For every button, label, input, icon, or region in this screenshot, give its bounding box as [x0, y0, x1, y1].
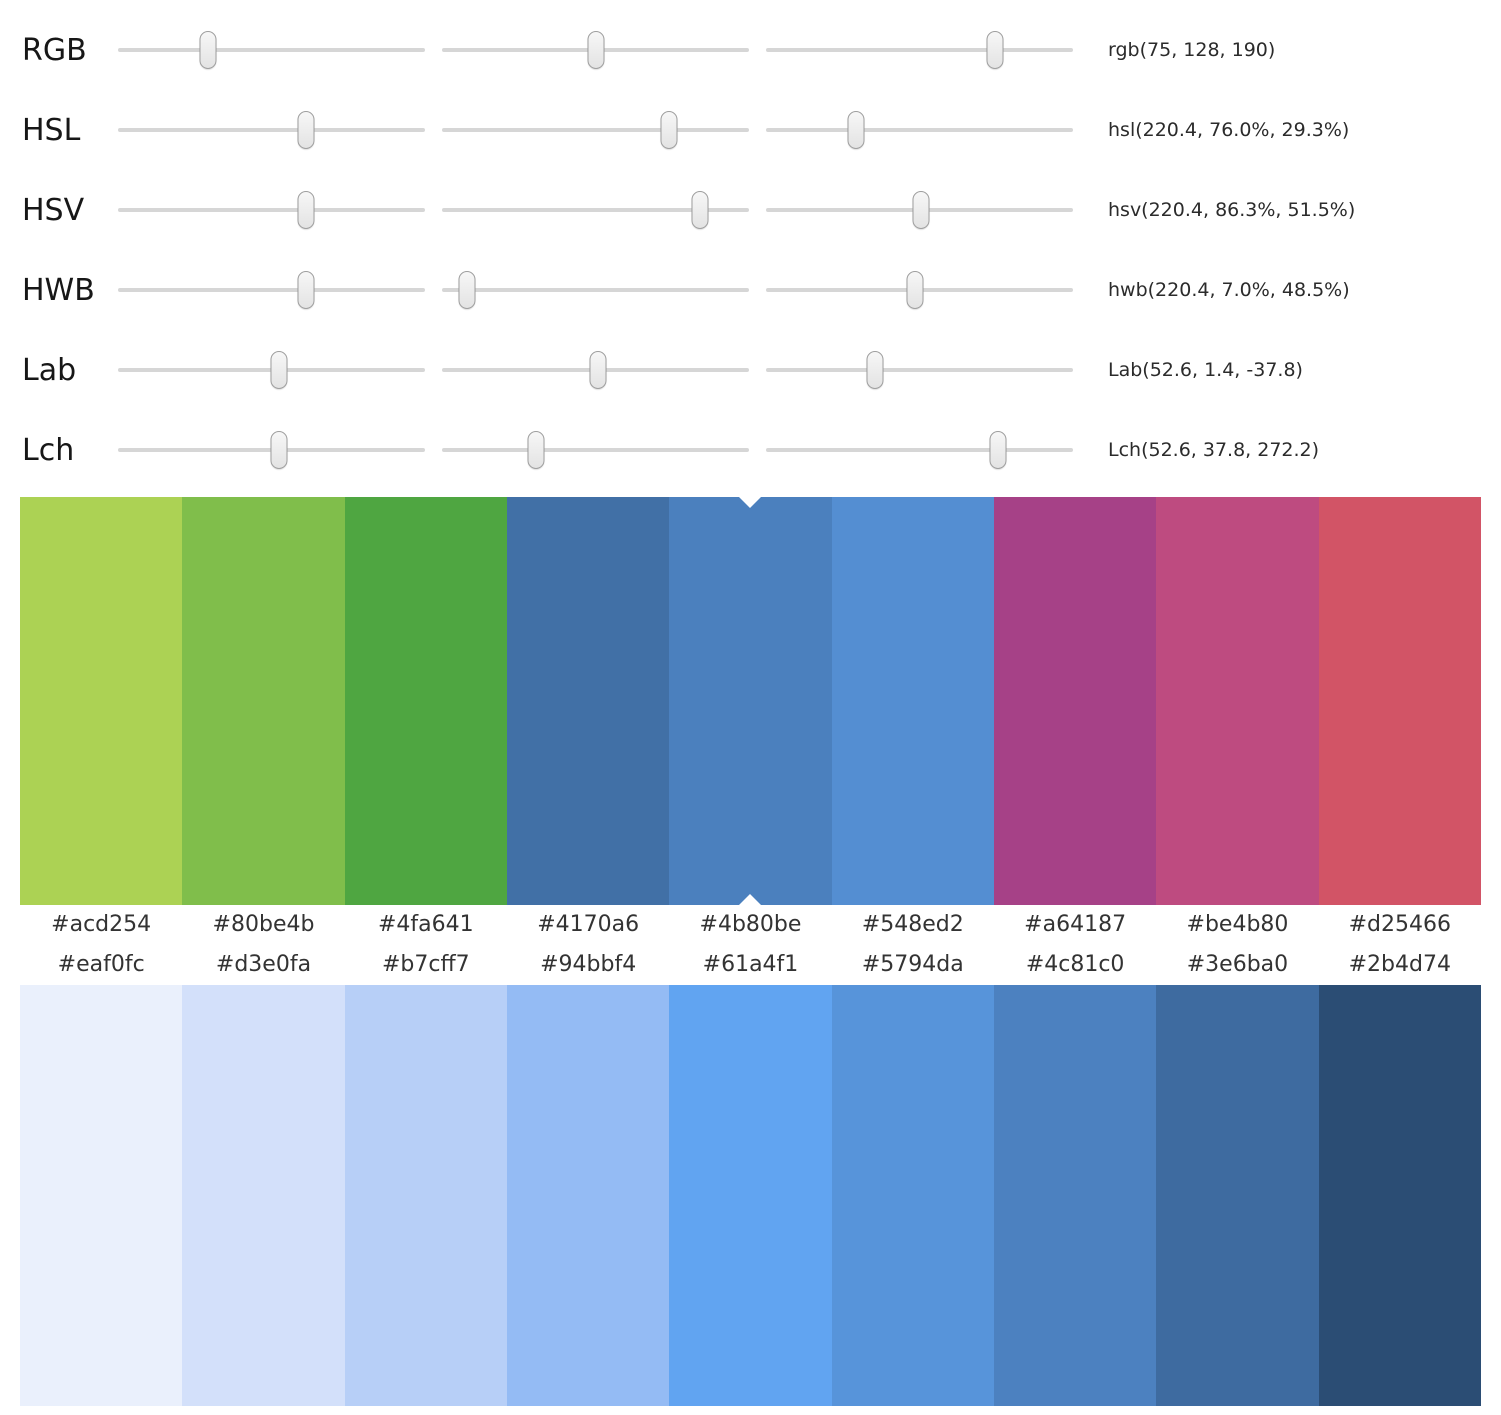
- hue-hex-label-4: #4170a6: [537, 912, 640, 937]
- colorspace-label-hsv: HSV: [22, 192, 85, 228]
- slider-row-lch: Lch Lch(52.6, 37.8, 272.2): [0, 410, 1501, 490]
- hue-swatch-1[interactable]: [20, 497, 183, 905]
- rgb-value-text: rgb(75, 128, 190): [1108, 39, 1276, 61]
- hsl-slider-track-1[interactable]: [118, 111, 425, 149]
- hwb-slider-thumb-2[interactable]: [458, 271, 476, 309]
- lch-value-text: Lch(52.6, 37.8, 272.2): [1108, 439, 1320, 461]
- colorspace-label-lab: Lab: [22, 352, 77, 388]
- hsl-slider-thumb-1[interactable]: [297, 111, 315, 149]
- lightness-palette: [20, 985, 1481, 1406]
- hsv-slider-track-3[interactable]: [766, 191, 1073, 229]
- light-hex-label-7: #4c81c0: [1025, 952, 1125, 977]
- hue-hex-label-6: #548ed2: [861, 912, 964, 937]
- slider-row-rgb: RGB rgb(75, 128, 190): [0, 10, 1501, 90]
- hue-swatch-7[interactable]: [993, 497, 1157, 905]
- lch-slider-track-2[interactable]: [442, 431, 749, 469]
- lch-slider-thumb-1[interactable]: [270, 431, 288, 469]
- lightness-swatch-7[interactable]: [993, 985, 1157, 1406]
- lightness-swatch-5[interactable]: [669, 985, 832, 1406]
- hsv-slider-thumb-1[interactable]: [297, 191, 315, 229]
- hue-swatch-6[interactable]: [831, 497, 994, 905]
- hsv-slider-thumb-3[interactable]: [912, 191, 930, 229]
- hsl-slider-track-2[interactable]: [442, 111, 749, 149]
- rgb-slider-thumb-2[interactable]: [587, 31, 605, 69]
- hsv-value-text: hsv(220.4, 86.3%, 51.5%): [1108, 199, 1356, 221]
- slider-row-hwb: HWB hwb(220.4, 7.0%, 48.5%): [0, 250, 1501, 330]
- rgb-slider-thumb-1[interactable]: [199, 31, 217, 69]
- hue-hex-label-1: #acd254: [51, 912, 152, 937]
- hue-hex-label-8: #be4b80: [1186, 912, 1289, 937]
- rgb-slider-thumb-3[interactable]: [986, 31, 1004, 69]
- hue-palette: [20, 497, 1481, 905]
- hue-hex-label-9: #d25466: [1348, 912, 1451, 937]
- hue-hex-label-3: #4fa641: [377, 912, 474, 937]
- light-hex-label-1: #eaf0fc: [57, 952, 145, 977]
- slider-row-hsl: HSL hsl(220.4, 76.0%, 29.3%): [0, 90, 1501, 170]
- colorspace-sliders: RGB rgb(75, 128, 190) HSL hsl(220.4, 76.…: [0, 0, 1501, 490]
- slider-row-lab: Lab Lab(52.6, 1.4, -37.8): [0, 330, 1501, 410]
- slider-row-hsv: HSV hsv(220.4, 86.3%, 51.5%): [0, 170, 1501, 250]
- hue-hex-label-2: #80be4b: [212, 912, 315, 937]
- hwb-slider-track-2[interactable]: [442, 271, 749, 309]
- light-hex-label-5: #61a4f1: [702, 952, 799, 977]
- hue-hex-label-5: #4b80be: [699, 912, 802, 937]
- hue-swatch-4[interactable]: [506, 497, 670, 905]
- lch-slider-track-3[interactable]: [766, 431, 1073, 469]
- rgb-slider-track-1[interactable]: [118, 31, 425, 69]
- hsl-value-text: hsl(220.4, 76.0%, 29.3%): [1108, 119, 1350, 141]
- hue-swatch-9[interactable]: [1318, 497, 1481, 905]
- light-hex-label-2: #d3e0fa: [215, 952, 312, 977]
- light-hex-label-9: #2b4d74: [1348, 952, 1451, 977]
- light-hex-label-3: #b7cff7: [381, 952, 470, 977]
- lightness-swatch-9[interactable]: [1318, 985, 1481, 1406]
- lab-slider-track-1[interactable]: [118, 351, 425, 389]
- hwb-slider-thumb-3[interactable]: [906, 271, 924, 309]
- hsl-slider-track-3[interactable]: [766, 111, 1073, 149]
- lch-slider-track-1[interactable]: [118, 431, 425, 469]
- hsl-slider-thumb-3[interactable]: [847, 111, 865, 149]
- lightness-swatch-4[interactable]: [506, 985, 670, 1406]
- lightness-swatch-2[interactable]: [182, 985, 345, 1406]
- colorspace-label-rgb: RGB: [22, 32, 87, 68]
- hue-swatch-3[interactable]: [344, 497, 507, 905]
- hwb-value-text: hwb(220.4, 7.0%, 48.5%): [1108, 279, 1350, 301]
- hue-swatch-5-selected[interactable]: [669, 497, 832, 905]
- lightness-swatch-6[interactable]: [831, 985, 994, 1406]
- lab-slider-track-3[interactable]: [766, 351, 1073, 389]
- lch-slider-thumb-2[interactable]: [527, 431, 545, 469]
- lightness-swatch-3[interactable]: [344, 985, 507, 1406]
- lightness-swatch-1[interactable]: [20, 985, 183, 1406]
- rgb-slider-track-2[interactable]: [442, 31, 749, 69]
- lightness-palette-labels: #eaf0fc #d3e0fa #b7cff7 #94bbf4 #61a4f1 …: [20, 945, 1481, 985]
- hue-hex-label-7: #a64187: [1024, 912, 1127, 937]
- lab-slider-thumb-2[interactable]: [589, 351, 607, 389]
- hue-swatch-8[interactable]: [1156, 497, 1319, 905]
- light-hex-label-8: #3e6ba0: [1186, 952, 1289, 977]
- hwb-slider-track-3[interactable]: [766, 271, 1073, 309]
- colorspace-label-lch: Lch: [22, 432, 75, 468]
- lab-slider-thumb-1[interactable]: [270, 351, 288, 389]
- lch-slider-thumb-3[interactable]: [989, 431, 1007, 469]
- rgb-slider-track-3[interactable]: [766, 31, 1073, 69]
- hsv-slider-thumb-2[interactable]: [691, 191, 709, 229]
- lightness-swatch-8[interactable]: [1156, 985, 1319, 1406]
- hwb-slider-thumb-1[interactable]: [297, 271, 315, 309]
- lab-value-text: Lab(52.6, 1.4, -37.8): [1108, 359, 1303, 381]
- hue-palette-labels: #acd254 #80be4b #4fa641 #4170a6 #4b80be …: [20, 905, 1481, 945]
- selected-marker-top-icon: [739, 497, 762, 508]
- hsv-slider-track-2[interactable]: [442, 191, 749, 229]
- lab-slider-thumb-3[interactable]: [866, 351, 884, 389]
- hsv-slider-track-1[interactable]: [118, 191, 425, 229]
- hue-swatch-2[interactable]: [182, 497, 345, 905]
- hsl-slider-thumb-2[interactable]: [660, 111, 678, 149]
- hwb-slider-track-1[interactable]: [118, 271, 425, 309]
- colorspace-label-hsl: HSL: [22, 112, 81, 148]
- colorspace-label-hwb: HWB: [22, 272, 95, 308]
- light-hex-label-4: #94bbf4: [540, 952, 637, 977]
- lab-slider-track-2[interactable]: [442, 351, 749, 389]
- selected-marker-bottom-icon: [739, 894, 762, 905]
- light-hex-label-6: #5794da: [861, 952, 964, 977]
